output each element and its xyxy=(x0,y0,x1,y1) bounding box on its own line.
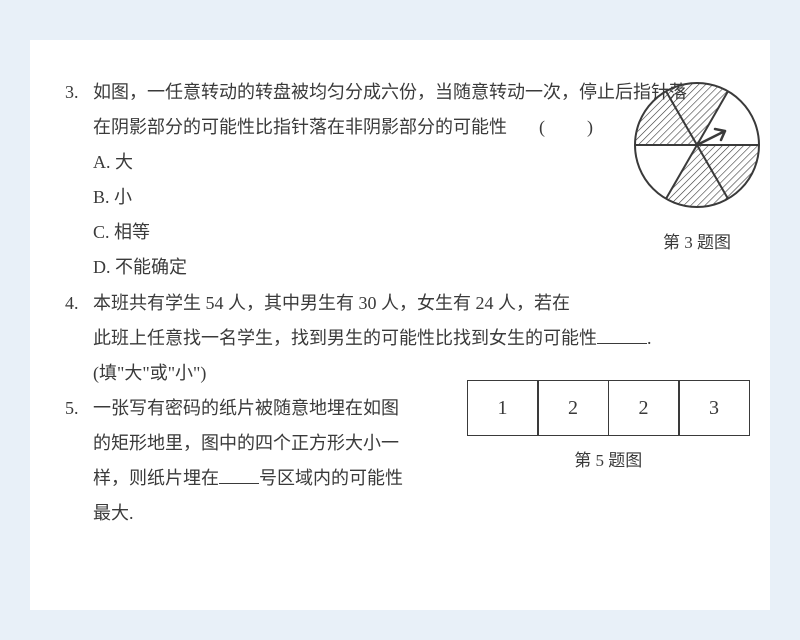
page-content: 3. 如图，一任意转动的转盘被均匀分成六份，当随意转动一次，停止后指针落 在阴影… xyxy=(30,40,770,610)
q4-line2a: 此班上任意找一名学生，找到男生的可能性比找到女生的可能性 xyxy=(93,328,597,348)
q5-line2: 的矩形地里，图中的四个正方形大小一 xyxy=(93,433,399,453)
q5-line1: 一张写有密码的纸片被随意地埋在如图 xyxy=(93,398,399,418)
box-1: 1 xyxy=(467,380,539,436)
q5-blank xyxy=(219,463,259,484)
figure-q3: 第 3 题图 xyxy=(632,80,762,259)
q5-number: 5. xyxy=(65,391,79,426)
q5-line3b: 号区域内的可能性 xyxy=(259,468,403,488)
q3-line2: 在阴影部分的可能性比指针落在非阴影部分的可能性 xyxy=(93,117,507,137)
q4-line3: (填"大"或"小") xyxy=(93,363,206,383)
figure-q3-caption: 第 3 题图 xyxy=(632,226,762,259)
spinner-icon xyxy=(632,80,762,210)
q3-line1: 如图，一任意转动的转盘被均匀分成六份，当随意转动一次，停止后指针落 xyxy=(93,82,687,102)
q3-paren: ( ) xyxy=(539,110,595,145)
question-4: 4. 本班共有学生 54 人，其中男生有 30 人，女生有 24 人，若在 此班… xyxy=(65,286,735,391)
figure-q5: 1 2 2 3 第 5 题图 xyxy=(467,380,751,477)
box-2: 2 xyxy=(537,380,609,436)
q4-blank xyxy=(597,323,647,344)
q4-line1: 本班共有学生 54 人，其中男生有 30 人，女生有 24 人，若在 xyxy=(93,293,570,313)
boxes-row: 1 2 2 3 xyxy=(467,380,751,436)
q5-body: 一张写有密码的纸片被随意地埋在如图 的矩形地里，图中的四个正方形大小一 样，则纸… xyxy=(93,391,453,531)
q4-line2b: . xyxy=(647,328,652,348)
q5-line4: 最大. xyxy=(93,503,134,523)
q5-line3a: 样，则纸片埋在 xyxy=(93,468,219,488)
figure-q5-caption: 第 5 题图 xyxy=(467,444,751,477)
q4-number: 4. xyxy=(65,286,79,321)
q4-body: 本班共有学生 54 人，其中男生有 30 人，女生有 24 人，若在 此班上任意… xyxy=(93,286,735,391)
box-3: 2 xyxy=(608,380,680,436)
q3-number: 3. xyxy=(65,75,79,110)
box-4: 3 xyxy=(678,380,750,436)
